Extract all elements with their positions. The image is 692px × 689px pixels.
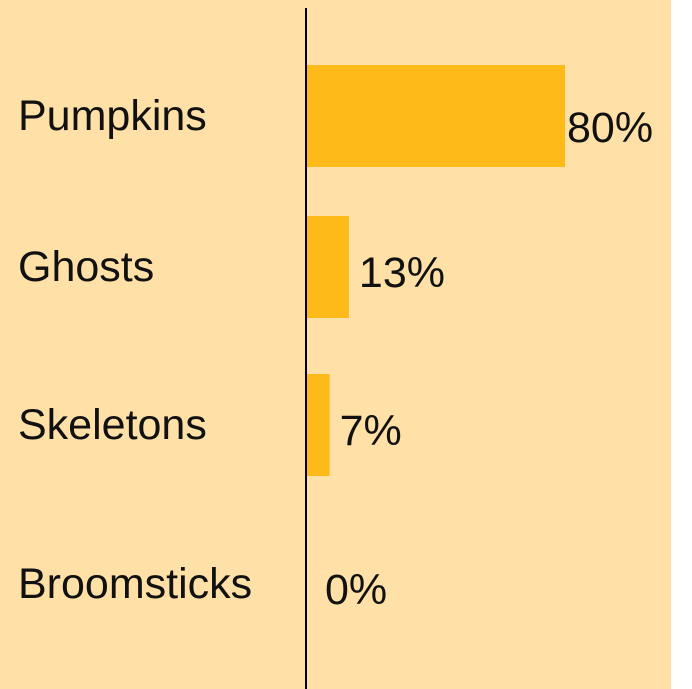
- bar-ghosts: [307, 216, 349, 318]
- category-label-skeletons: Skeletons: [18, 401, 207, 449]
- category-label-broomsticks: Broomsticks: [18, 560, 252, 608]
- bars-layer: [307, 65, 565, 476]
- bar-pumpkins: [307, 65, 565, 167]
- category-label-pumpkins: Pumpkins: [18, 92, 207, 140]
- bar-skeletons: [307, 374, 330, 476]
- category-labels: Pumpkins Ghosts Skeletons Broomsticks: [18, 92, 252, 608]
- value-label-broomsticks: 0%: [325, 566, 387, 614]
- chart-panel: Pumpkins Ghosts Skeletons Broomsticks 80% 13…: [0, 0, 671, 689]
- bar-chart: Pumpkins Ghosts Skeletons Broomsticks 80% 13…: [0, 0, 671, 689]
- value-label-pumpkins: 80%: [567, 104, 653, 152]
- value-label-skeletons: 7%: [340, 407, 402, 455]
- category-label-ghosts: Ghosts: [18, 243, 154, 291]
- value-labels: 80% 13% 7% 0%: [325, 104, 653, 614]
- value-label-ghosts: 13%: [359, 249, 445, 297]
